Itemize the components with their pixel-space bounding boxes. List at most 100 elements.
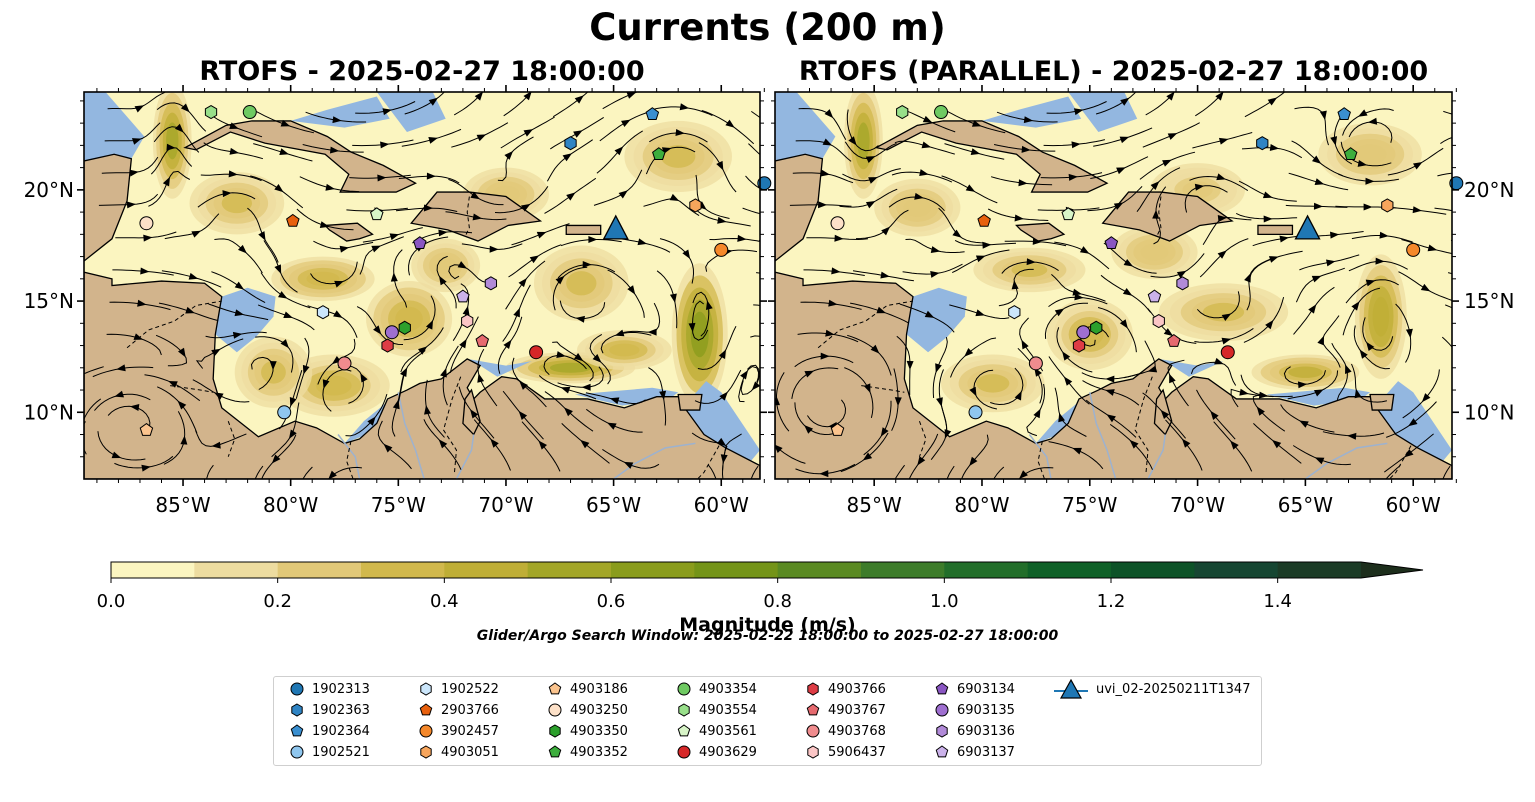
platform-marker <box>475 333 490 347</box>
legend-marker <box>807 745 819 759</box>
platform-legend-icon <box>677 724 691 737</box>
platform-marker <box>652 147 666 161</box>
left-map <box>84 92 760 479</box>
colorbar-segment <box>277 562 362 578</box>
colorbar-segment <box>1194 562 1279 578</box>
platform-legend-icon <box>807 682 819 696</box>
left-panel-title: RTOFS - 2025-02-27 18:00:00 <box>199 56 645 87</box>
platform-legend-icon <box>935 703 949 717</box>
legend-marker <box>935 682 949 695</box>
platform-marker <box>977 213 991 227</box>
platform-marker <box>413 236 427 250</box>
legend-marker <box>807 682 819 696</box>
platform-marker <box>1028 356 1043 371</box>
legend-item: 4903766 <box>804 679 886 699</box>
colorbar-segment <box>527 562 612 578</box>
y-tick-label: 15°N <box>24 289 74 313</box>
legend-label: 4903250 <box>570 702 628 718</box>
legend-item: 4903352 <box>546 742 628 762</box>
map-frame <box>83 91 761 480</box>
legend-item: 4903354 <box>675 679 757 699</box>
platform-legend-icon <box>420 682 432 696</box>
colorbar-tick-label: 1.2 <box>1097 591 1126 612</box>
colorbar-segment <box>1111 562 1195 578</box>
x-tick-label: 70°W <box>478 493 533 517</box>
legend-label: 2903766 <box>441 702 499 718</box>
colorbar-segment <box>361 562 445 578</box>
legend-label: 5906437 <box>828 744 886 760</box>
platform-legend: 1902313 1902363 1902364 1902521 1902522 29037… <box>273 676 1262 766</box>
platform-marker <box>1176 276 1189 291</box>
legend-marker <box>548 682 562 695</box>
x-tick-label: 75°W <box>1062 493 1117 517</box>
legend-item: 5906437 <box>804 742 886 762</box>
platform-legend-icon <box>935 682 949 695</box>
legend-label: 4903561 <box>699 723 757 739</box>
legend-marker <box>548 703 562 717</box>
streamlines <box>84 92 760 479</box>
x-tick-label: 65°W <box>586 493 641 517</box>
platform-marker <box>1343 147 1358 161</box>
x-tick-label: 60°W <box>694 493 749 517</box>
legend-item: 4903768 <box>804 721 886 741</box>
platform-legend-icon <box>677 682 691 696</box>
platform-legend-icon <box>420 745 432 759</box>
colorbar-tick-label: 0.2 <box>263 591 292 612</box>
colorbar-segment <box>861 562 945 578</box>
legend-item: 4903350 <box>546 721 628 741</box>
platform-marker <box>1337 107 1351 121</box>
colorbar-segment <box>194 562 279 578</box>
platform-marker <box>689 198 702 213</box>
legend-marker <box>677 745 691 759</box>
legend-label: 4903186 <box>570 681 628 697</box>
legend-marker <box>678 703 690 717</box>
platform-marker <box>564 136 577 151</box>
glider-marker <box>1294 214 1321 240</box>
platform-marker <box>456 289 470 303</box>
platform-legend-icon <box>678 703 690 717</box>
legend-item: 1902521 <box>288 742 370 762</box>
legend-marker <box>420 682 432 696</box>
y-tick-label: 15°N <box>1464 289 1514 313</box>
colorbar-segment <box>111 562 195 578</box>
platform-marker <box>968 405 983 420</box>
platform-marker <box>242 105 257 120</box>
legend-label: 4903767 <box>828 702 886 718</box>
legend-marker <box>677 682 691 696</box>
legend-label: 4903051 <box>441 744 499 760</box>
platform-marker <box>277 405 292 420</box>
legend-item: 6903136 <box>933 721 1015 741</box>
platform-marker <box>398 320 411 335</box>
right-panel-title: RTOFS (PARALLEL) - 2025-02-27 18:00:00 <box>798 56 1429 87</box>
legend-marker <box>290 745 304 759</box>
legend-marker <box>806 724 820 738</box>
platform-marker <box>529 345 544 360</box>
colorbar-svg: 0.0 0.2 0.4 0.6 0.8 1.0 1.2 1.4 <box>97 561 1424 612</box>
platform-marker <box>1076 325 1091 340</box>
platform-marker <box>830 216 845 231</box>
platform-marker <box>484 276 498 291</box>
legend-label: 4903352 <box>570 744 628 760</box>
platform-legend-icon <box>548 703 562 717</box>
legend-label: 1902313 <box>312 681 370 697</box>
platform-marker <box>286 213 300 227</box>
legend-item: 6903137 <box>933 742 1015 762</box>
right-map <box>775 92 1452 479</box>
legend-marker <box>548 745 562 758</box>
legend-item: 4903561 <box>675 721 757 741</box>
colorbar-label: Magnitude (m/s) <box>679 614 856 636</box>
legend-marker <box>806 703 820 716</box>
platform-marker <box>1220 345 1235 360</box>
platform-legend-icon <box>548 682 562 695</box>
legend-item: 4903051 <box>417 742 499 762</box>
legend-label: 1902522 <box>441 681 499 697</box>
glider-marker <box>602 214 629 240</box>
platform-legend-icon <box>807 745 819 759</box>
figure-title: Currents (200 m) <box>589 6 946 49</box>
platform-legend-icon <box>290 724 304 737</box>
platform-legend-icon <box>806 724 820 738</box>
legend-label: 6903136 <box>957 723 1015 739</box>
legend-label: 1902364 <box>312 723 370 739</box>
platform-marker <box>645 107 660 121</box>
platform-legend-icon <box>677 745 691 759</box>
